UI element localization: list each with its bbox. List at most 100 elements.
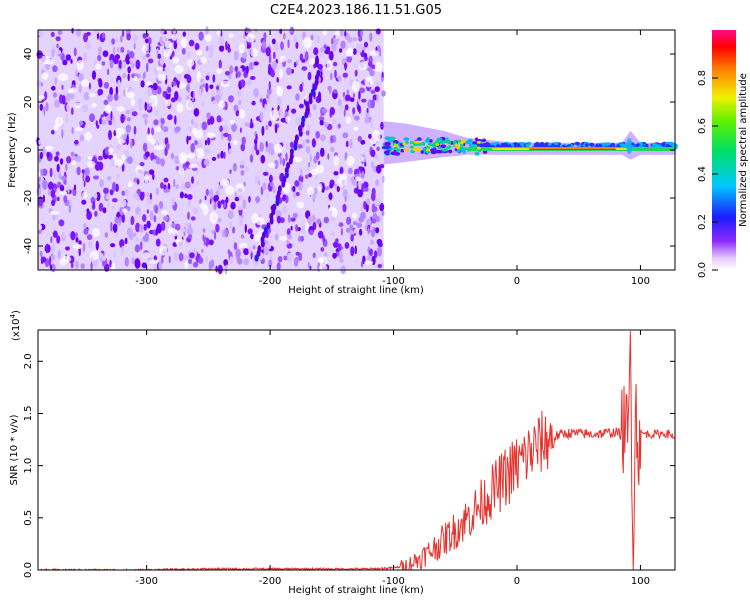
noise-speck: [352, 37, 358, 42]
noise-light-patch: [186, 153, 196, 159]
noise-speck: [187, 69, 192, 75]
noise-light-patch: [154, 144, 164, 150]
noise-speck: [97, 90, 102, 96]
noise-speck: [231, 123, 237, 132]
noise-speck: [247, 228, 253, 235]
noise-speck: [42, 179, 48, 190]
noise-speck: [71, 27, 74, 34]
streak-segment: [266, 222, 271, 230]
noise-speck: [223, 132, 229, 138]
noise-speck: [270, 182, 274, 187]
noise-speck: [352, 221, 358, 226]
noise-speck: [40, 256, 47, 263]
band-speck: [496, 144, 501, 148]
noise-speck: [209, 189, 214, 198]
noise-speck: [215, 265, 218, 273]
noise-speck: [333, 37, 340, 43]
noise-speck: [287, 214, 291, 224]
noise-speck: [347, 167, 353, 175]
noise-speck: [188, 136, 192, 141]
noise-light-patch: [135, 165, 144, 175]
noise-speck: [157, 53, 162, 59]
band-bright-speck: [432, 145, 437, 149]
noise-speck: [316, 35, 320, 44]
noise-speck: [175, 184, 179, 189]
noise-speck: [187, 198, 191, 207]
x-tick-label: -300: [135, 276, 158, 287]
noise-speck: [73, 184, 77, 191]
noise-speck: [346, 89, 350, 97]
noise-speck: [349, 224, 354, 231]
noise-light-patch: [171, 34, 178, 41]
noise-speck: [151, 127, 154, 136]
noise-light-patch: [216, 68, 223, 74]
noise-speck: [156, 223, 162, 234]
band-speck: [486, 142, 491, 147]
noise-speck: [45, 244, 48, 254]
colorbar-tick-label: 0.2: [697, 214, 708, 230]
noise-speck: [286, 240, 290, 245]
noise-speck: [264, 103, 267, 111]
noise-speck: [65, 113, 68, 122]
noise-speck: [51, 199, 56, 206]
noise-speck: [286, 85, 292, 90]
noise-speck: [205, 75, 210, 81]
noise-speck: [134, 244, 140, 253]
band-bright-speck: [415, 148, 420, 151]
noise-speck: [323, 122, 329, 128]
noise-light-patch: [279, 235, 288, 241]
noise-speck: [171, 222, 176, 229]
noise-speck: [331, 37, 334, 46]
band-speck: [430, 150, 437, 155]
noise-speck: [287, 59, 292, 64]
noise-speck: [168, 255, 171, 264]
band-bright-speck: [477, 140, 481, 144]
noise-speck: [317, 91, 322, 102]
noise-light-patch: [187, 59, 195, 68]
noise-speck: [346, 194, 350, 200]
noise-light-patch: [126, 91, 136, 99]
noise-light-patch: [364, 260, 374, 265]
noise-speck: [155, 238, 161, 247]
y-tick-label: 0.0: [23, 562, 34, 578]
noise-light-patch: [245, 33, 256, 43]
noise-speck: [309, 229, 314, 236]
noise-speck: [70, 59, 73, 64]
noise-speck: [328, 141, 331, 145]
noise-light-patch: [37, 95, 45, 100]
noise-speck: [145, 53, 150, 58]
noise-speck: [323, 216, 329, 224]
noise-speck: [262, 182, 267, 191]
band-speck: [480, 143, 486, 148]
snr-x-ticks: -300 -200 -100 0 100: [135, 330, 650, 587]
noise-speck: [241, 136, 246, 146]
noise-light-patch: [328, 206, 336, 211]
noise-speck: [148, 43, 151, 54]
noise-light-patch: [148, 259, 159, 264]
noise-speck: [124, 237, 128, 245]
noise-speck: [204, 139, 208, 146]
noise-speck: [357, 189, 364, 198]
noise-light-patch: [148, 94, 159, 107]
noise-speck: [83, 228, 89, 235]
noise-speck: [236, 71, 241, 78]
noise-light-patch: [36, 224, 43, 231]
noise-speck: [223, 151, 226, 159]
noise-speck: [354, 115, 360, 121]
snr-scale-base: (x10: [11, 318, 22, 341]
noise-speck: [165, 142, 170, 150]
noise-speck: [296, 59, 299, 66]
band-bright-speck: [409, 141, 414, 145]
noise-light-patch: [206, 132, 216, 139]
noise-speck: [155, 187, 159, 196]
noise-speck: [133, 43, 136, 50]
band-speck: [416, 137, 422, 141]
noise-light-patch: [239, 42, 245, 54]
noise-speck: [212, 100, 217, 105]
noise-speck: [162, 126, 169, 133]
noise-speck: [340, 227, 343, 236]
noise-speck: [52, 92, 58, 98]
noise-speck: [142, 55, 148, 61]
noise-speck: [177, 96, 182, 102]
noise-light-patch: [195, 147, 205, 159]
